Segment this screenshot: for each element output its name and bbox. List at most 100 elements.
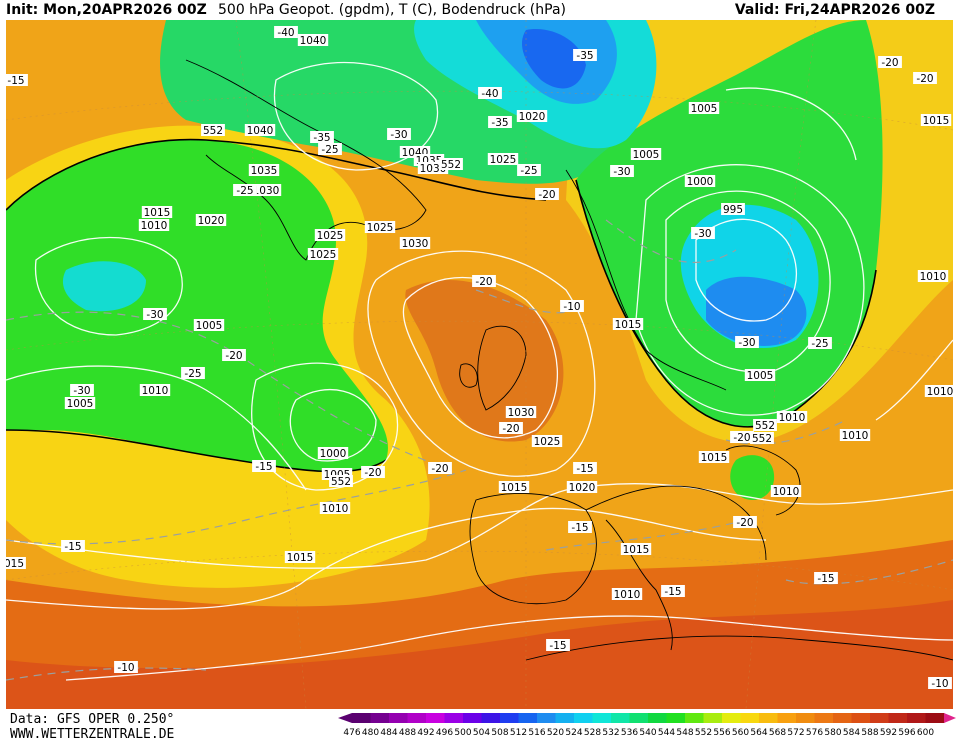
colorbar-tick-label: 536 <box>621 728 638 738</box>
isotherm-label-text: -15 <box>571 522 588 534</box>
isobar-label: 1005 <box>193 319 225 332</box>
isobar-label: 1010 <box>917 270 949 283</box>
cold-core-east-inner <box>706 276 807 346</box>
isotherm-label-text: -40 <box>277 27 294 39</box>
isotherm-label-text: -35 <box>313 132 330 144</box>
isotherm-label: -20 <box>222 349 246 362</box>
isobar-label-box <box>250 184 282 196</box>
colorbar-tick-label: 544 <box>658 728 675 738</box>
isotherm-label-text: -15 <box>576 463 593 475</box>
colorbar-swatch <box>814 713 834 723</box>
isobar-label-text: 1005 <box>691 103 718 115</box>
colorbar-tick-label: 484 <box>380 728 397 738</box>
isobar-label-box <box>138 219 170 231</box>
isobar-label: 1030 <box>250 184 282 197</box>
colorbar-tick-label: 592 <box>880 728 897 738</box>
isotherm-label: -30 <box>735 336 759 349</box>
height-552-label: 552 <box>201 124 225 137</box>
isobar-label: 1005 <box>688 102 720 115</box>
colorbar-tick-label: 564 <box>750 728 767 738</box>
isotherm-label-text: -15 <box>64 541 81 553</box>
isobar-label-text: 1015 <box>144 207 171 219</box>
warmest-south-band <box>6 600 953 709</box>
colorbar-tick-label: 488 <box>399 728 416 738</box>
isobar-label-box <box>141 206 173 218</box>
isotherm-label-box <box>733 516 757 528</box>
isobar-label-box <box>688 102 720 114</box>
isobar-label: 1025 <box>307 248 339 261</box>
isotherm-label-text: -30 <box>694 228 711 240</box>
colorbar-tick-label: 600 <box>917 728 934 738</box>
height-552-label-box <box>329 475 353 487</box>
isotherm-label-box <box>61 540 85 552</box>
isobar-label-text: 1015 <box>623 544 650 556</box>
isobar-label-box <box>317 447 349 459</box>
isobar-label-text: 1010 <box>614 589 641 601</box>
isotherm-label-box <box>913 72 937 84</box>
colorbar-swatch <box>426 713 445 723</box>
isotherm-label: -40 <box>478 87 502 100</box>
isobar-label-box <box>505 406 537 418</box>
isotherm-label-text: -10 <box>931 678 948 690</box>
colorbar-swatch <box>407 713 427 723</box>
isobar-label-box <box>920 114 952 126</box>
isobar-label-box <box>630 148 662 160</box>
isobar-label: 1015 <box>620 543 652 556</box>
colorbar-swatch <box>740 713 760 723</box>
height-552-label-text: 552 <box>203 125 223 137</box>
isobar-label-text: 1030 <box>253 185 280 197</box>
isotherm-label-text: -25 <box>520 165 537 177</box>
isobar-label-text: 1010 <box>779 412 806 424</box>
colorbar-tick-label: 560 <box>732 728 749 738</box>
colorbar-tick-label: 596 <box>898 728 915 738</box>
isotherm-label-box <box>181 367 205 379</box>
colorbar-tick-label: 588 <box>861 728 878 738</box>
colorbar-swatch <box>648 713 667 723</box>
colorbar-swatch <box>389 713 408 723</box>
colorbar-swatch <box>851 713 871 723</box>
colorbar-tick-label: 580 <box>824 728 841 738</box>
isobar-label-text: 1015 <box>287 552 314 564</box>
isobar-label: 1040 <box>244 124 276 137</box>
isotherm-label: -20 <box>472 275 496 288</box>
isobar-label: 1025 <box>487 153 519 166</box>
isobar-label-box <box>64 397 96 409</box>
height-552-label-box <box>201 124 225 136</box>
isobar-label-box <box>620 543 652 555</box>
map-header: Init: Mon,20APR2026 00Z 500 hPa Geopot. … <box>0 0 959 20</box>
website-link[interactable]: WWW.WETTERZENTRALE.DE <box>10 727 175 742</box>
isotherm-label-box <box>814 572 838 584</box>
isobar-label-text: 1020 <box>198 215 225 227</box>
colorbar-swatch <box>759 713 778 723</box>
isobar-label-text: 1005 <box>633 149 660 161</box>
isobar-label-box <box>684 175 716 187</box>
colorbar-tick-label: 496 <box>436 728 453 738</box>
colorbar-tick-label: 532 <box>602 728 619 738</box>
isotherm-label-text: -20 <box>538 189 555 201</box>
isotherm-label: -35 <box>310 131 334 144</box>
colorbar-swatch <box>611 713 630 723</box>
height-552-label: 552 <box>439 158 463 171</box>
isobar-label-box <box>314 229 346 241</box>
coldest-core-north <box>521 29 586 89</box>
colorbar-swatch <box>870 713 889 723</box>
isotherm-label: -25 <box>318 143 342 156</box>
colorbar-swatch <box>925 713 945 723</box>
isotherm-label: -10 <box>560 300 584 313</box>
height-552-label: 552 <box>329 475 353 488</box>
isobar-label-text: 1010 <box>322 503 349 515</box>
western-trough <box>6 139 388 472</box>
isobar-label: 1020 <box>516 110 548 123</box>
isobar-label: 1000 <box>684 175 716 188</box>
colorbar-tick-label: 556 <box>713 728 730 738</box>
isobar-label-box <box>516 110 548 122</box>
isobar-label-box <box>364 221 396 233</box>
isotherm-label-box <box>517 164 541 176</box>
colorbar-swatch <box>592 713 612 723</box>
isobar-label-box <box>244 124 276 136</box>
isobar-label: 1000 <box>317 447 349 460</box>
isobar-label-box <box>248 164 280 176</box>
isobar-label: 1030 <box>399 237 431 250</box>
colorbar-tick-label: 548 <box>676 728 693 738</box>
isotherm-label-text: -15 <box>255 461 272 473</box>
